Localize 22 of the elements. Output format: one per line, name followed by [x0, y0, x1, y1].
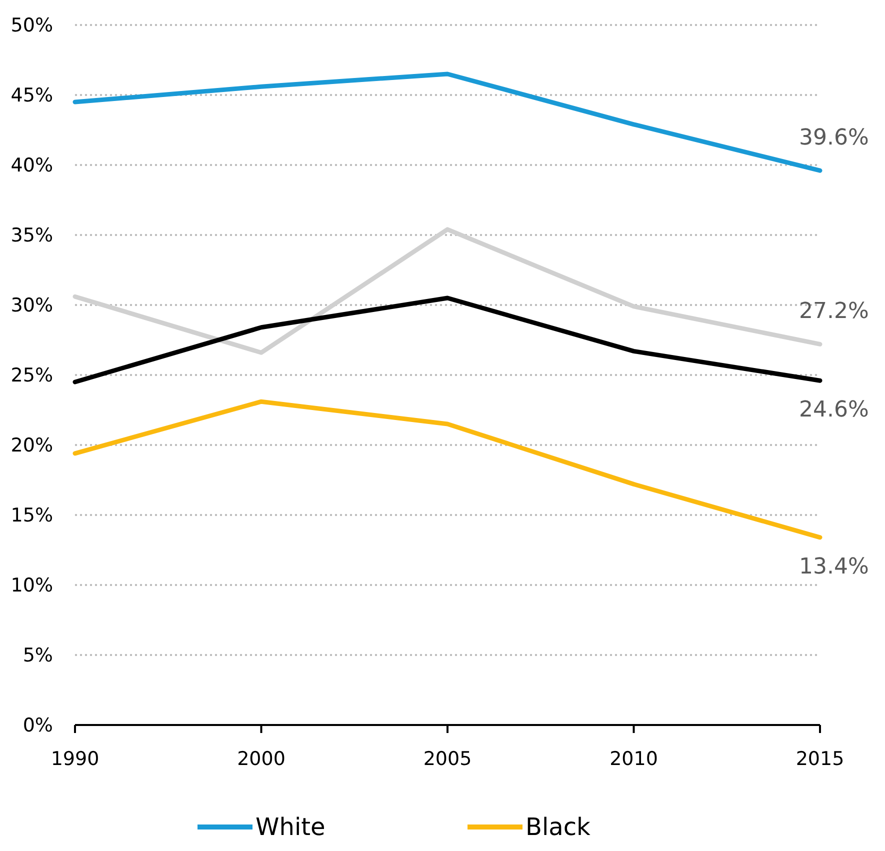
- y-tick-label: 50%: [10, 14, 53, 37]
- legend-label: Black: [526, 813, 591, 841]
- x-tick-label: 2015: [796, 748, 844, 770]
- x-tick-label: 2005: [423, 748, 472, 770]
- y-tick-label: 10%: [10, 574, 53, 597]
- x-tick-label: 2000: [237, 748, 286, 770]
- data-label: 27.2%: [799, 299, 869, 324]
- y-tick-label: 25%: [10, 364, 53, 387]
- data-label: 13.4%: [799, 554, 869, 580]
- y-tick-label: 35%: [10, 224, 53, 247]
- y-tick-label: 30%: [10, 294, 53, 317]
- x-tick-label: 1990: [50, 748, 100, 770]
- y-tick-label: 40%: [10, 154, 53, 177]
- legend-label: White: [256, 813, 326, 841]
- y-tick-label: 5%: [22, 644, 53, 667]
- data-label: 24.6%: [799, 398, 869, 423]
- data-label: 39.6%: [799, 126, 869, 151]
- y-tick-label: 0%: [22, 714, 53, 737]
- y-tick-label: 45%: [10, 84, 53, 107]
- x-tick-label: 2010: [610, 748, 658, 770]
- y-tick-label: 20%: [10, 434, 53, 457]
- y-tick-label: 15%: [10, 504, 53, 527]
